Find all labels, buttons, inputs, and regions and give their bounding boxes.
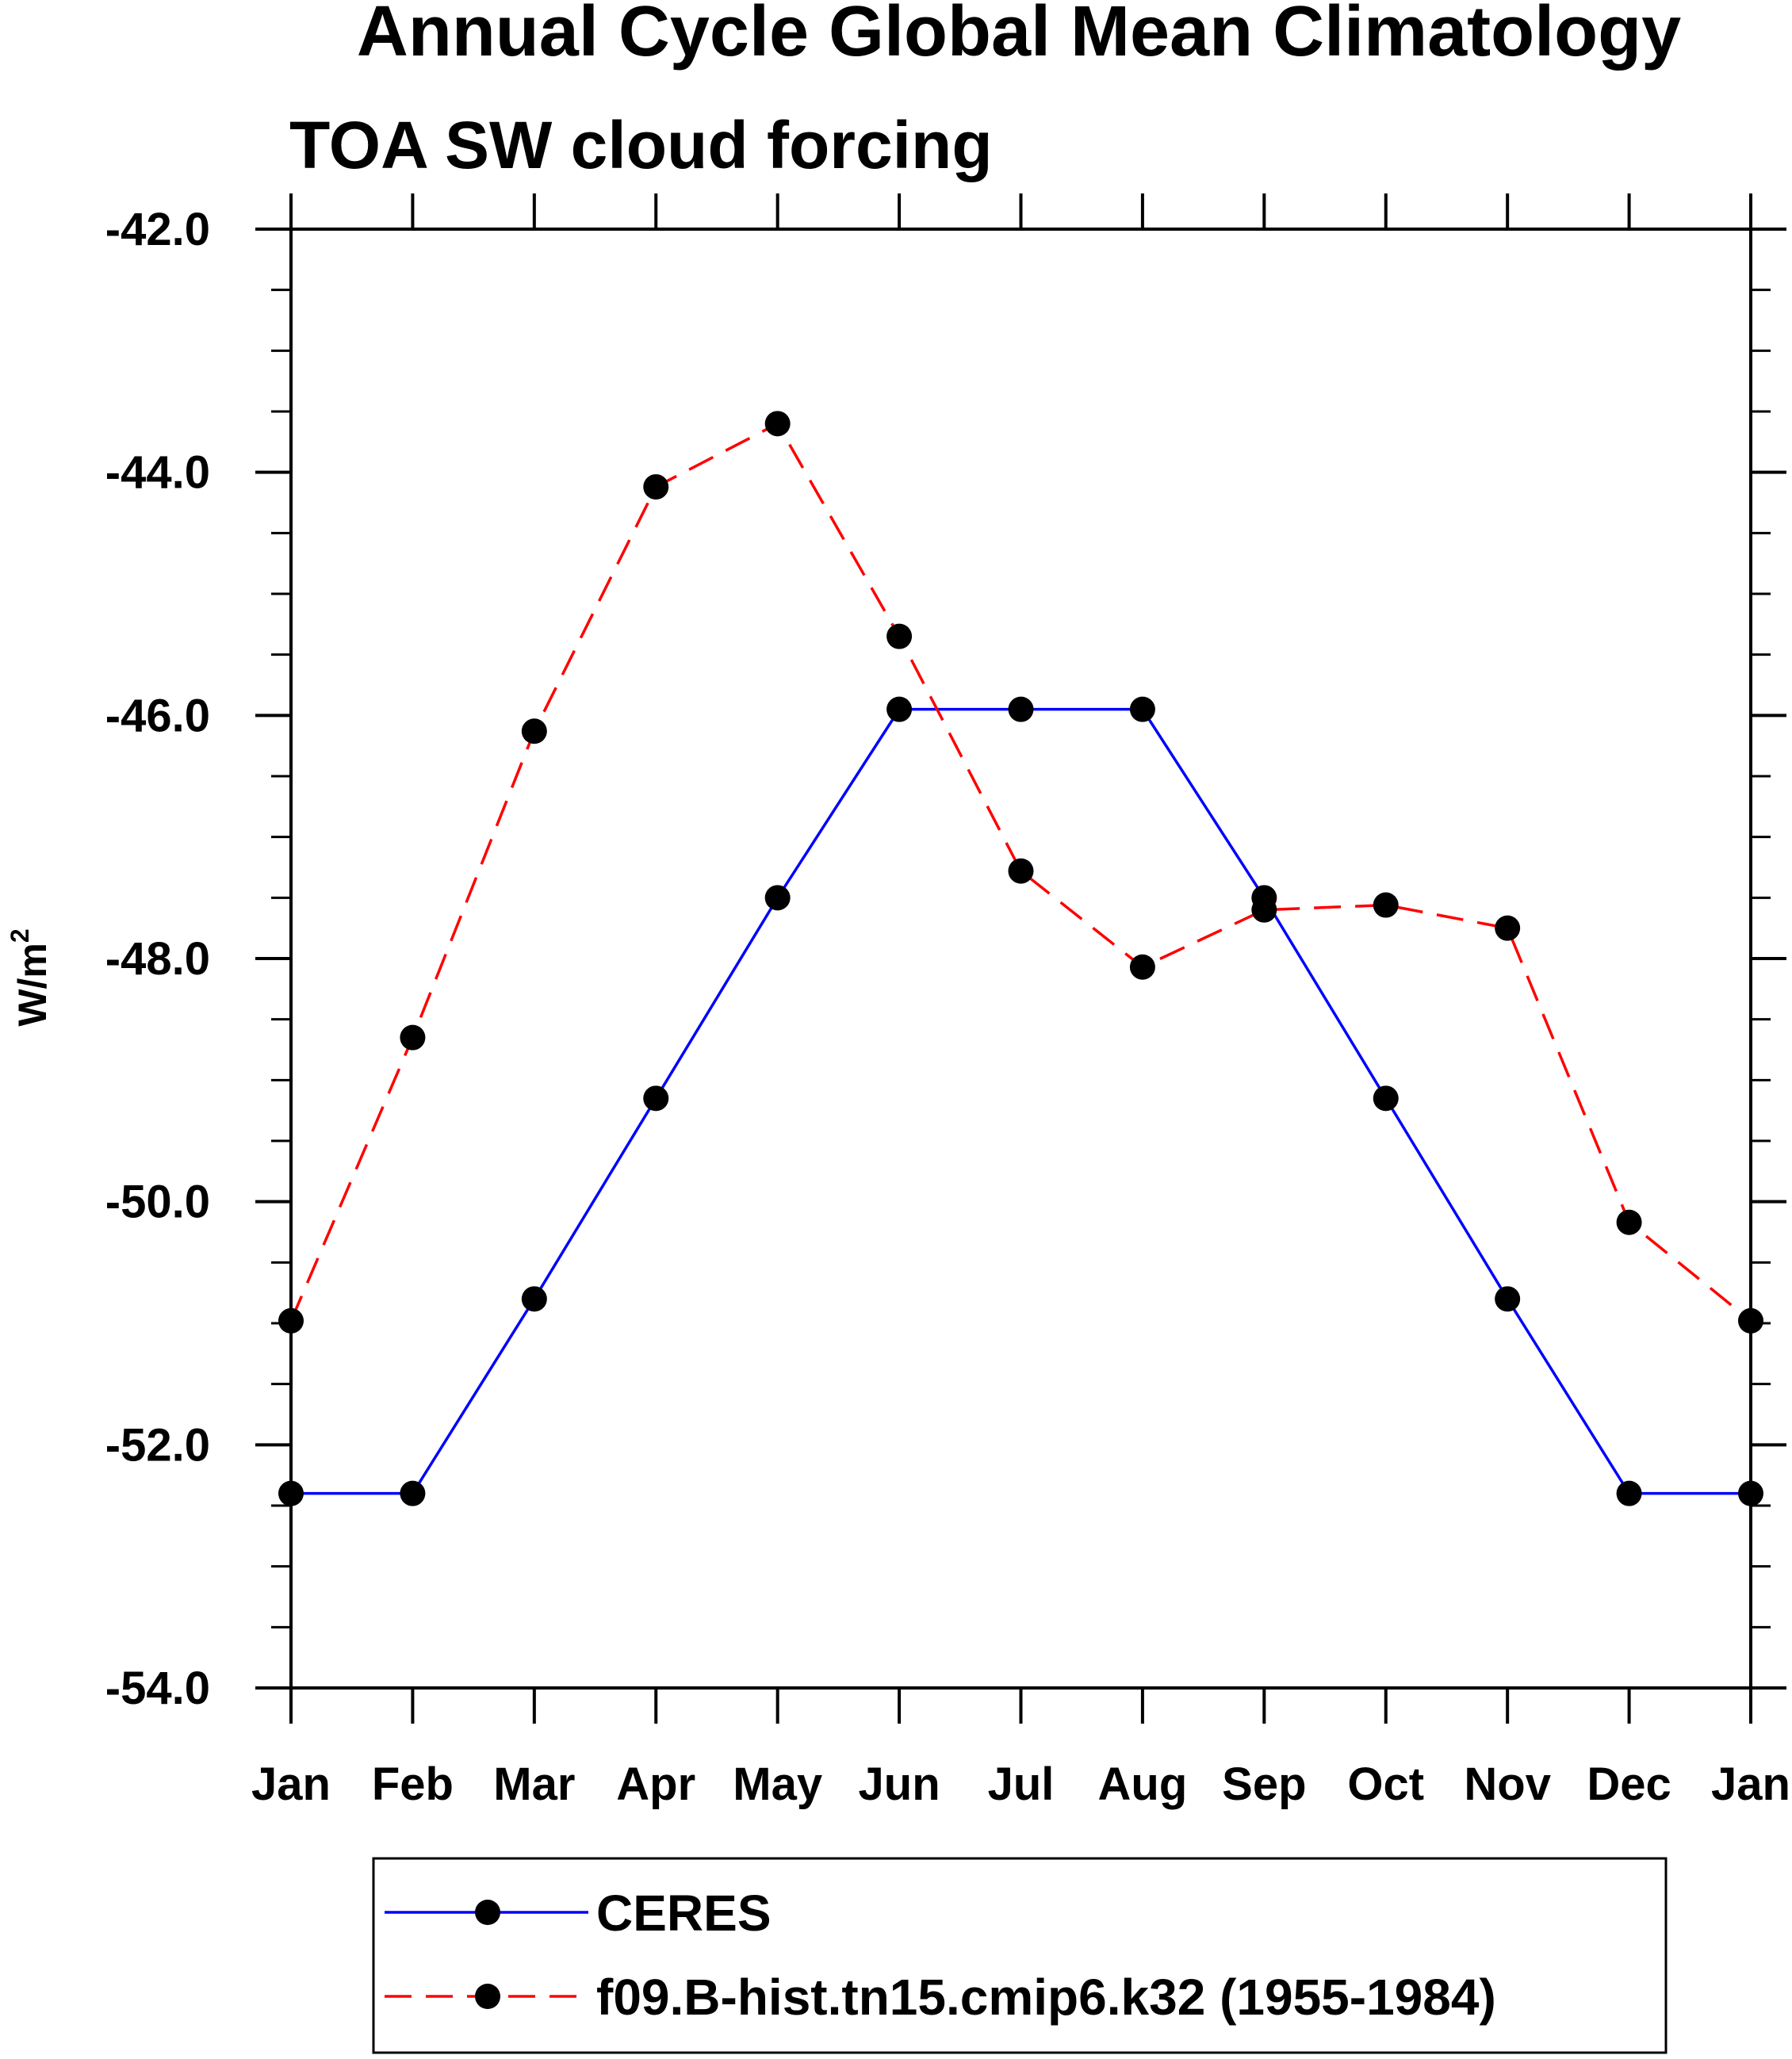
series-2 [278, 411, 1763, 1334]
data-point [886, 623, 913, 649]
legend-items: CERES f09.B-hist.tn15.cmip6.k32 (1955-198… [385, 1885, 1496, 2026]
legend-item-1: CERES [385, 1885, 772, 1942]
data-point [1738, 1480, 1763, 1506]
data-point [400, 1024, 426, 1051]
data-point [278, 1480, 304, 1506]
data-point [1616, 1480, 1642, 1506]
x-tick-label: Aug [1098, 1759, 1188, 1810]
y-axis-title: W/m2 [6, 928, 55, 1026]
y-tick-label: -42.0 [105, 204, 210, 255]
y-axis-label: W/m [10, 943, 55, 1027]
data-point [1616, 1209, 1642, 1235]
data-point [764, 411, 791, 437]
data-point [1495, 1286, 1521, 1312]
svg-text:W/m2: W/m2 [6, 928, 55, 1026]
axis-tick-labels: Jan Feb Mar Apr May Jun Jul Aug Sep Oct Nov Dec Jan-… [105, 204, 1790, 1810]
x-tick-label: Sep [1222, 1759, 1306, 1810]
chart-subtitle: TOA SW cloud forcing [289, 108, 993, 182]
legend-label: CERES [596, 1885, 772, 1942]
data-point [1251, 897, 1277, 923]
x-tick-label: Feb [372, 1759, 454, 1810]
data-point [764, 885, 791, 911]
y-tick-label: -44.0 [105, 447, 210, 499]
x-tick-label: May [733, 1759, 822, 1810]
y-tick-label: -46.0 [105, 690, 210, 741]
legend-marker [475, 1984, 500, 2009]
x-tick-label: Apr [616, 1759, 695, 1810]
data-point [1373, 892, 1399, 918]
chart-title: Annual Cycle Global Mean Climatology [357, 0, 1681, 71]
legend-label: f09.B-hist.tn15.cmip6.k32 (1955-1984) [596, 1969, 1496, 2026]
series-line [291, 707, 1751, 1495]
x-tick-label: Oct [1347, 1759, 1424, 1810]
x-tick-label: Jan [251, 1759, 331, 1810]
legend: CERES f09.B-hist.tn15.cmip6.k32 (1955-198… [372, 1857, 1668, 2054]
legend-box [372, 1857, 1668, 2054]
data-point [521, 1286, 547, 1312]
y-axis-label-superscript: 2 [6, 928, 34, 943]
data-point [886, 696, 913, 722]
data-point [1008, 696, 1034, 722]
y-tick-label: -48.0 [105, 933, 210, 985]
data-point [1373, 1085, 1399, 1112]
data-point [278, 1307, 304, 1334]
data-point [1495, 915, 1521, 941]
data-point [521, 718, 547, 744]
legend-item-2: f09.B-hist.tn15.cmip6.k32 (1955-1984) [385, 1969, 1496, 2026]
x-tick-label: Jun [859, 1759, 940, 1810]
x-tick-label: Jan [1711, 1759, 1790, 1810]
data-point [1738, 1307, 1763, 1334]
data-point [1129, 954, 1155, 980]
data-point [1129, 696, 1155, 722]
legend-marker [475, 1900, 500, 1925]
data-point [643, 474, 669, 500]
y-tick-label: -54.0 [105, 1663, 210, 1714]
data-point [1008, 858, 1034, 884]
x-tick-label: Mar [493, 1759, 575, 1810]
plot-frame [289, 228, 1752, 1690]
data-series [278, 411, 1763, 1506]
y-tick-label: -52.0 [105, 1419, 210, 1471]
data-point [643, 1085, 669, 1112]
data-point [400, 1480, 426, 1506]
axis-ticks [255, 193, 1786, 1724]
y-tick-label: -50.0 [105, 1177, 210, 1228]
x-tick-label: Jul [988, 1759, 1055, 1810]
x-tick-label: Nov [1464, 1759, 1551, 1810]
x-tick-label: Dec [1587, 1759, 1671, 1810]
